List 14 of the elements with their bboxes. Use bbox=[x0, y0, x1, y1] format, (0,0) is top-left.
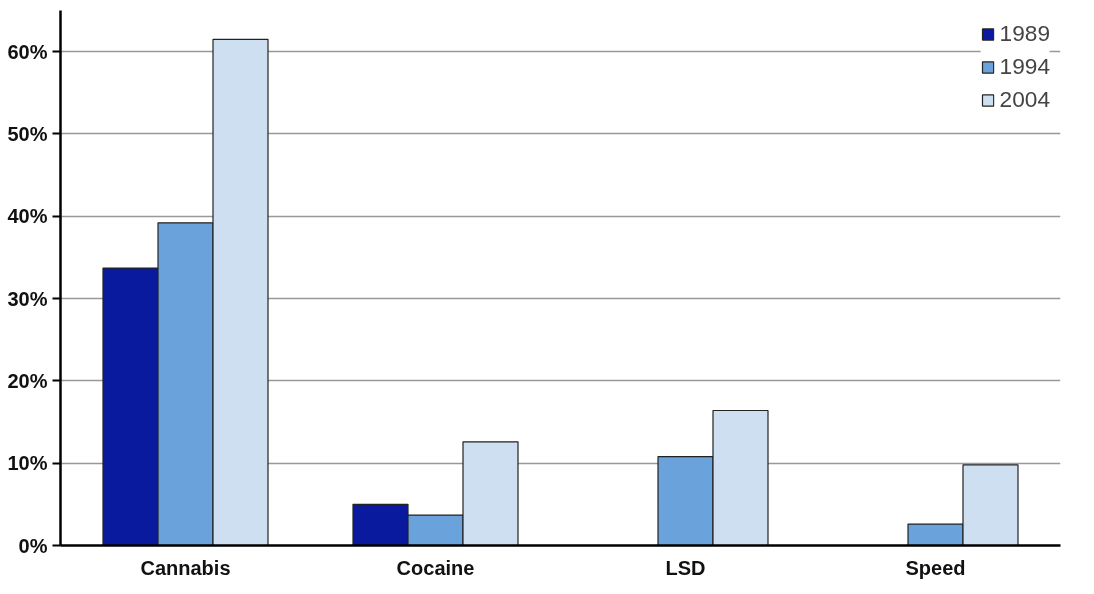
y-tick-label: 60% bbox=[7, 40, 48, 63]
legend-label: 2004 bbox=[999, 86, 1050, 113]
y-tick-label: 30% bbox=[7, 287, 48, 310]
x-tick-label: Cocaine bbox=[396, 556, 475, 579]
x-tick-label: Cannabis bbox=[140, 556, 231, 579]
y-tick-label: 0% bbox=[18, 534, 48, 557]
legend-label: 1989 bbox=[999, 20, 1050, 47]
legend-label: 1994 bbox=[999, 53, 1050, 80]
y-tick-label: 40% bbox=[7, 205, 48, 228]
y-tick-label: 50% bbox=[7, 122, 48, 145]
x-tick-label: Speed bbox=[905, 556, 966, 579]
y-tick-label: 10% bbox=[7, 452, 48, 475]
y-tick-label: 20% bbox=[7, 369, 48, 392]
x-tick-label: LSD bbox=[665, 556, 706, 579]
